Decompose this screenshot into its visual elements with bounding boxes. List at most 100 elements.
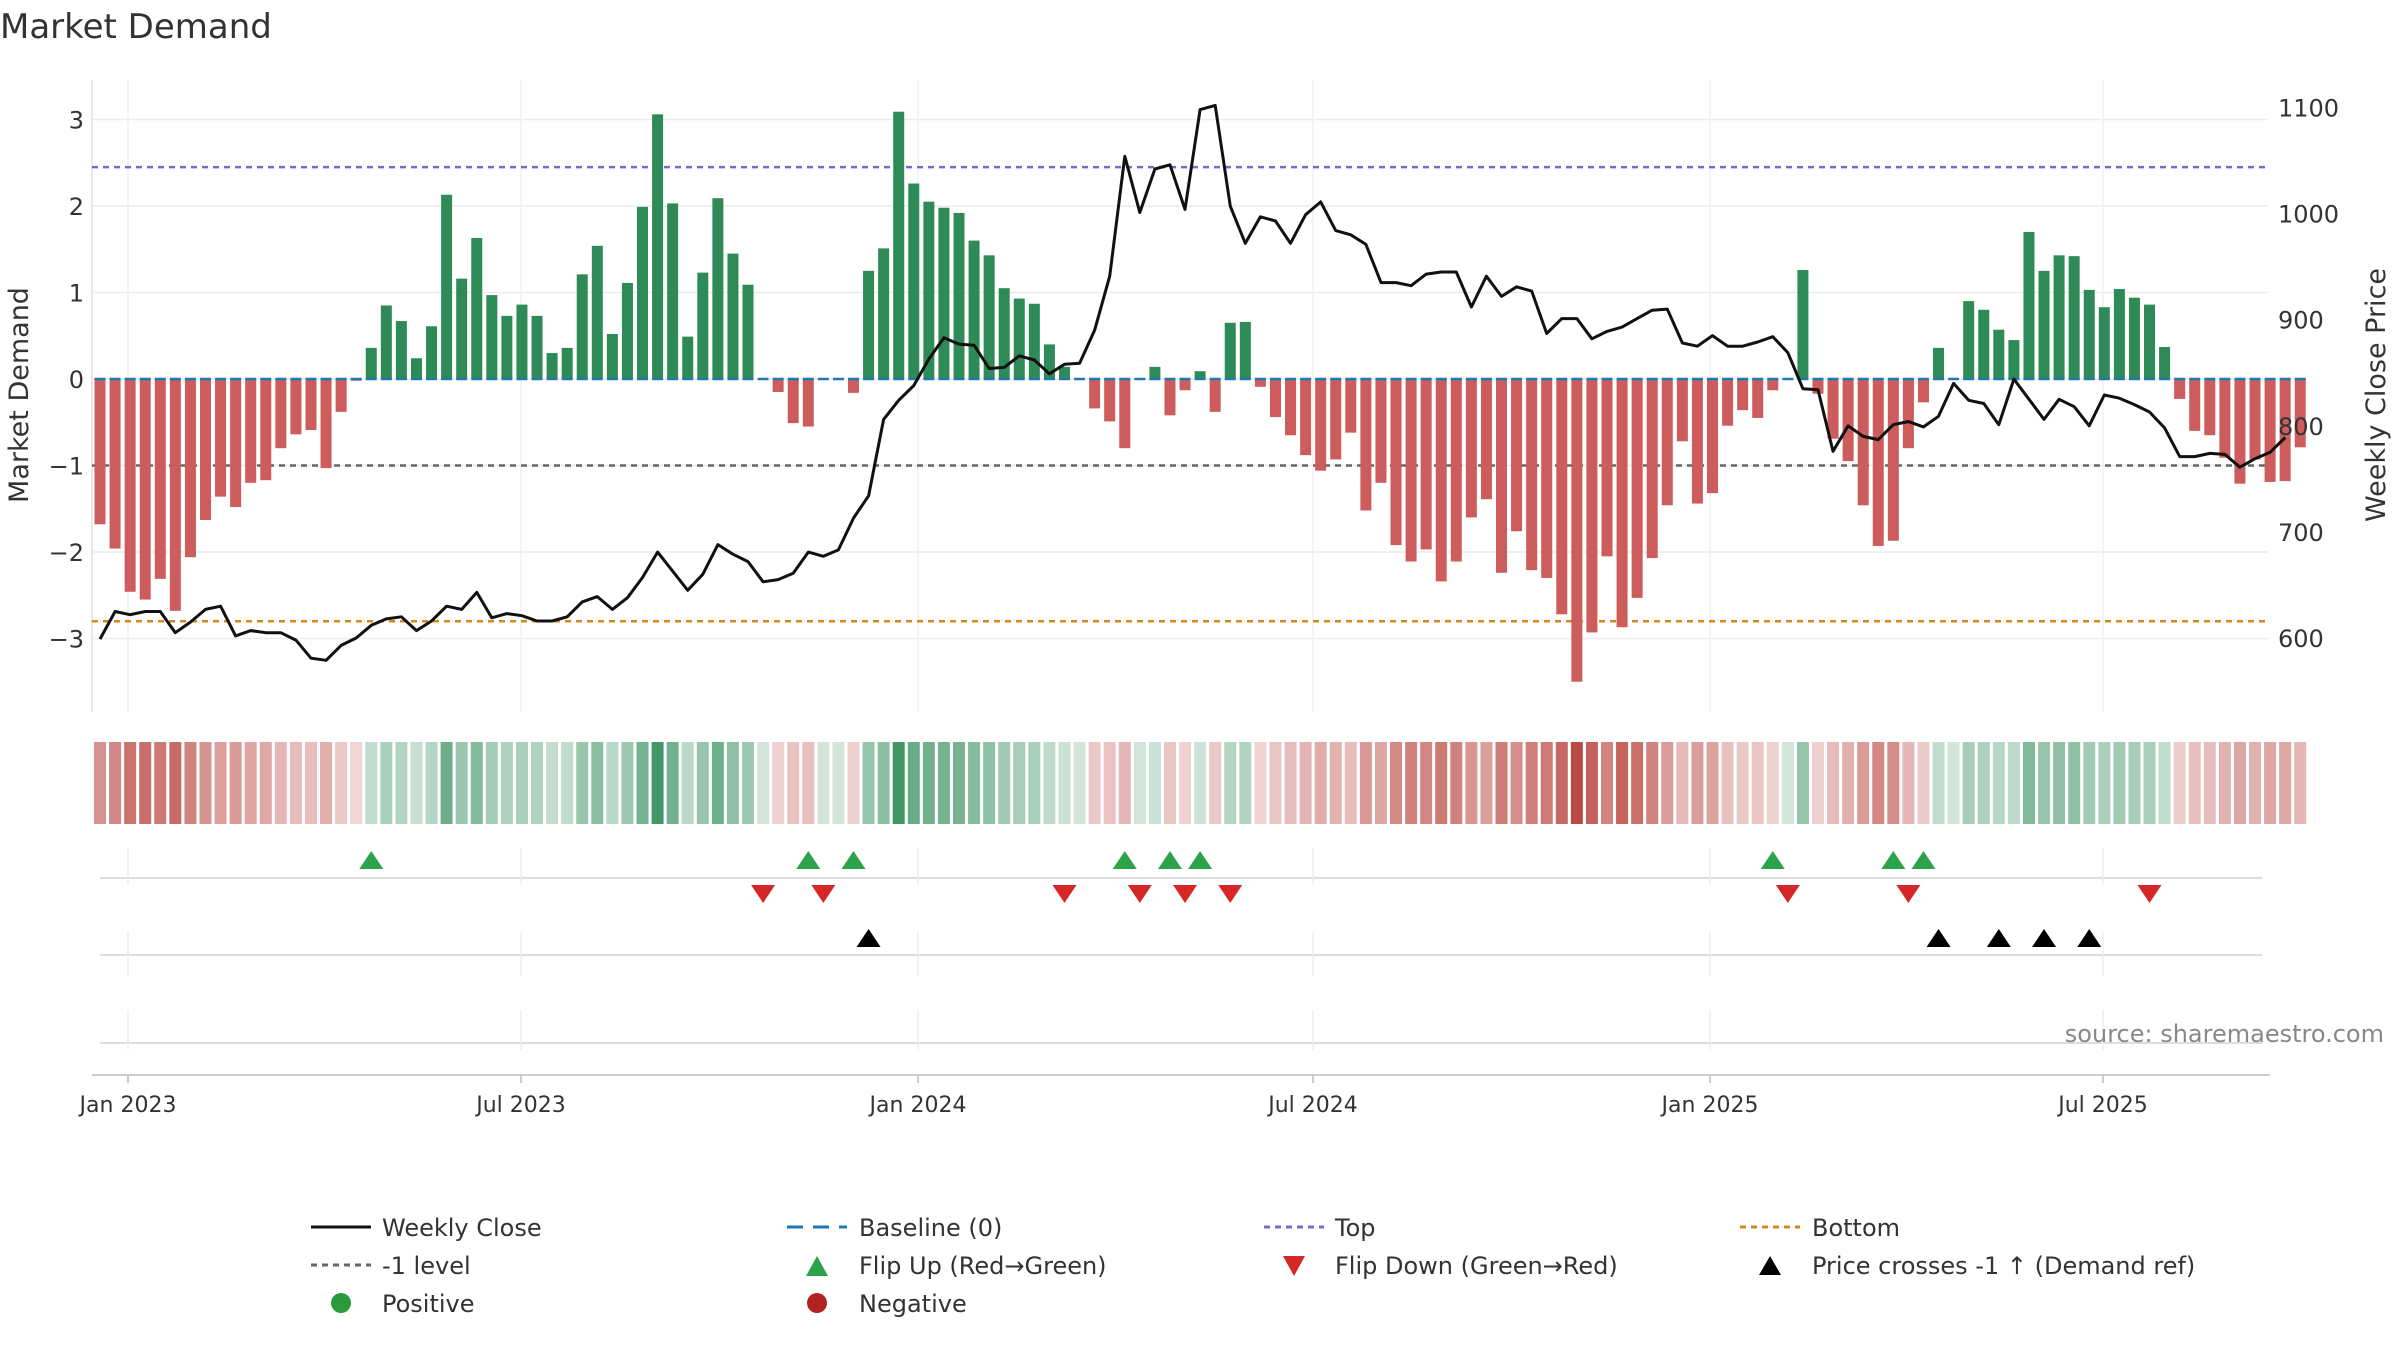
negative-demand-bar [1706,379,1718,494]
negative-demand-bar [2264,379,2276,482]
negative-demand-bar [305,379,317,431]
negative-demand-bar [154,379,166,579]
heat-strip-cell [1194,742,1207,824]
positive-demand-bar [591,245,603,379]
heat-strip-cell [2068,742,2081,824]
heat-strip-cell [1344,742,1357,824]
negative-demand-bar [1119,379,1131,449]
negative-demand-bar [215,379,227,497]
x-tick-label: Jul 2024 [1266,1093,1358,1118]
legend-flip-down-icon [1283,1256,1305,1276]
legend-baseline-label: Baseline (0) [859,1214,1002,1242]
legend-negative-label: Negative [859,1290,967,1318]
heat-strip-cell [365,742,378,824]
heat-strip-cell [2083,742,2096,824]
heat-strip-cell [1962,742,1975,824]
negative-demand-bar [1164,379,1176,416]
heat-strip-cell [304,742,317,824]
heat-strip-cell [1480,742,1493,824]
heat-strip-cell [199,742,212,824]
positive-demand-bar [1963,301,1975,379]
negative-demand-bar [320,379,332,469]
heat-strip-cell [380,742,393,824]
heat-strip-cell [2022,742,2035,824]
negative-demand-bar [1541,379,1553,578]
heat-strip-cell [2279,742,2292,824]
heat-strip-cell [817,742,830,824]
negative-demand-bar [1526,379,1538,571]
chart-title: Market Demand [0,7,272,47]
heat-strip-cell [1284,742,1297,824]
heat-strip-cell [184,742,197,824]
heat-strip-cell [998,742,1011,824]
heat-strip-cell [772,742,785,824]
heat-strip-cell [1329,742,1342,824]
heat-strip-cell [1570,742,1583,824]
heat-strip-cell [742,742,755,824]
negative-demand-bar [139,379,151,600]
negative-demand-bar [1465,379,1477,518]
heat-strip-cell [1148,742,1161,824]
negative-demand-bar [169,379,181,611]
heat-strip-cell [1781,742,1794,824]
heat-strip-cell [1842,742,1855,824]
legend-flip-up-icon [806,1256,828,1276]
heat-strip-cell [154,742,167,824]
negative-demand-bar [1676,379,1688,442]
heat-strip-cell [244,742,257,824]
heat-strip-cell [862,742,875,824]
heat-strip-cell [124,742,137,824]
negative-demand-bar [2234,379,2246,484]
negative-demand-bar [1722,379,1734,426]
x-tick-label: Jan 2024 [868,1093,967,1118]
negative-demand-bar [1435,379,1447,582]
positive-demand-bar [1013,298,1025,379]
heat-strip-cell [1691,742,1704,824]
flip-up-marker [1760,851,1785,869]
negative-demand-bar [335,379,347,412]
negative-demand-bar [1586,379,1598,633]
flip-down-marker [2137,885,2162,903]
heat-strip-cell [2158,742,2171,824]
negative-demand-bar [1390,379,1402,546]
negative-demand-bar [1209,379,1221,412]
negative-demand-bar [2189,379,2201,431]
heat-strip-cell [2203,742,2216,824]
positive-demand-bar [908,183,920,379]
heat-strip-cell [229,742,242,824]
positive-demand-bar [576,274,588,379]
heat-strip-cell [1043,742,1056,824]
heat-strip-cell [2143,742,2156,824]
negative-demand-bar [1857,379,1869,506]
heat-strip-cell [832,742,845,824]
positive-demand-bar [742,284,754,379]
positive-demand-bar [456,278,468,379]
heat-strip-cell [350,742,363,824]
y-tick-label: 1 [69,280,84,308]
positive-demand-bar [1797,270,1809,379]
positive-demand-bar [2113,289,2125,379]
legend-positive-icon [331,1293,351,1313]
negative-demand-bar [1842,379,1854,462]
negative-demand-bar [199,379,211,520]
heat-strip-cell [2128,742,2141,824]
heat-strip-cell [576,742,589,824]
heat-strip-cell [2098,742,2111,824]
heat-strip-cell [1299,742,1312,824]
y2-tick-label: 1000 [2278,201,2339,229]
heat-strip-cell [847,742,860,824]
heat-strip-cell [214,742,227,824]
heat-strip-cell [621,742,634,824]
heat-strip-cell [1390,742,1403,824]
heat-strip-cell [515,742,528,824]
y2-tick-label: 700 [2278,519,2324,547]
heat-strip-cell [1932,742,1945,824]
positive-demand-bar [863,270,875,379]
positive-demand-bar [2038,270,2050,379]
heat-strip-cell [1224,742,1237,824]
heat-strip-cell [1555,742,1568,824]
price-cross-marker [1926,929,1951,947]
heat-strip-cell [109,742,122,824]
heat-strip-cell [1811,742,1824,824]
